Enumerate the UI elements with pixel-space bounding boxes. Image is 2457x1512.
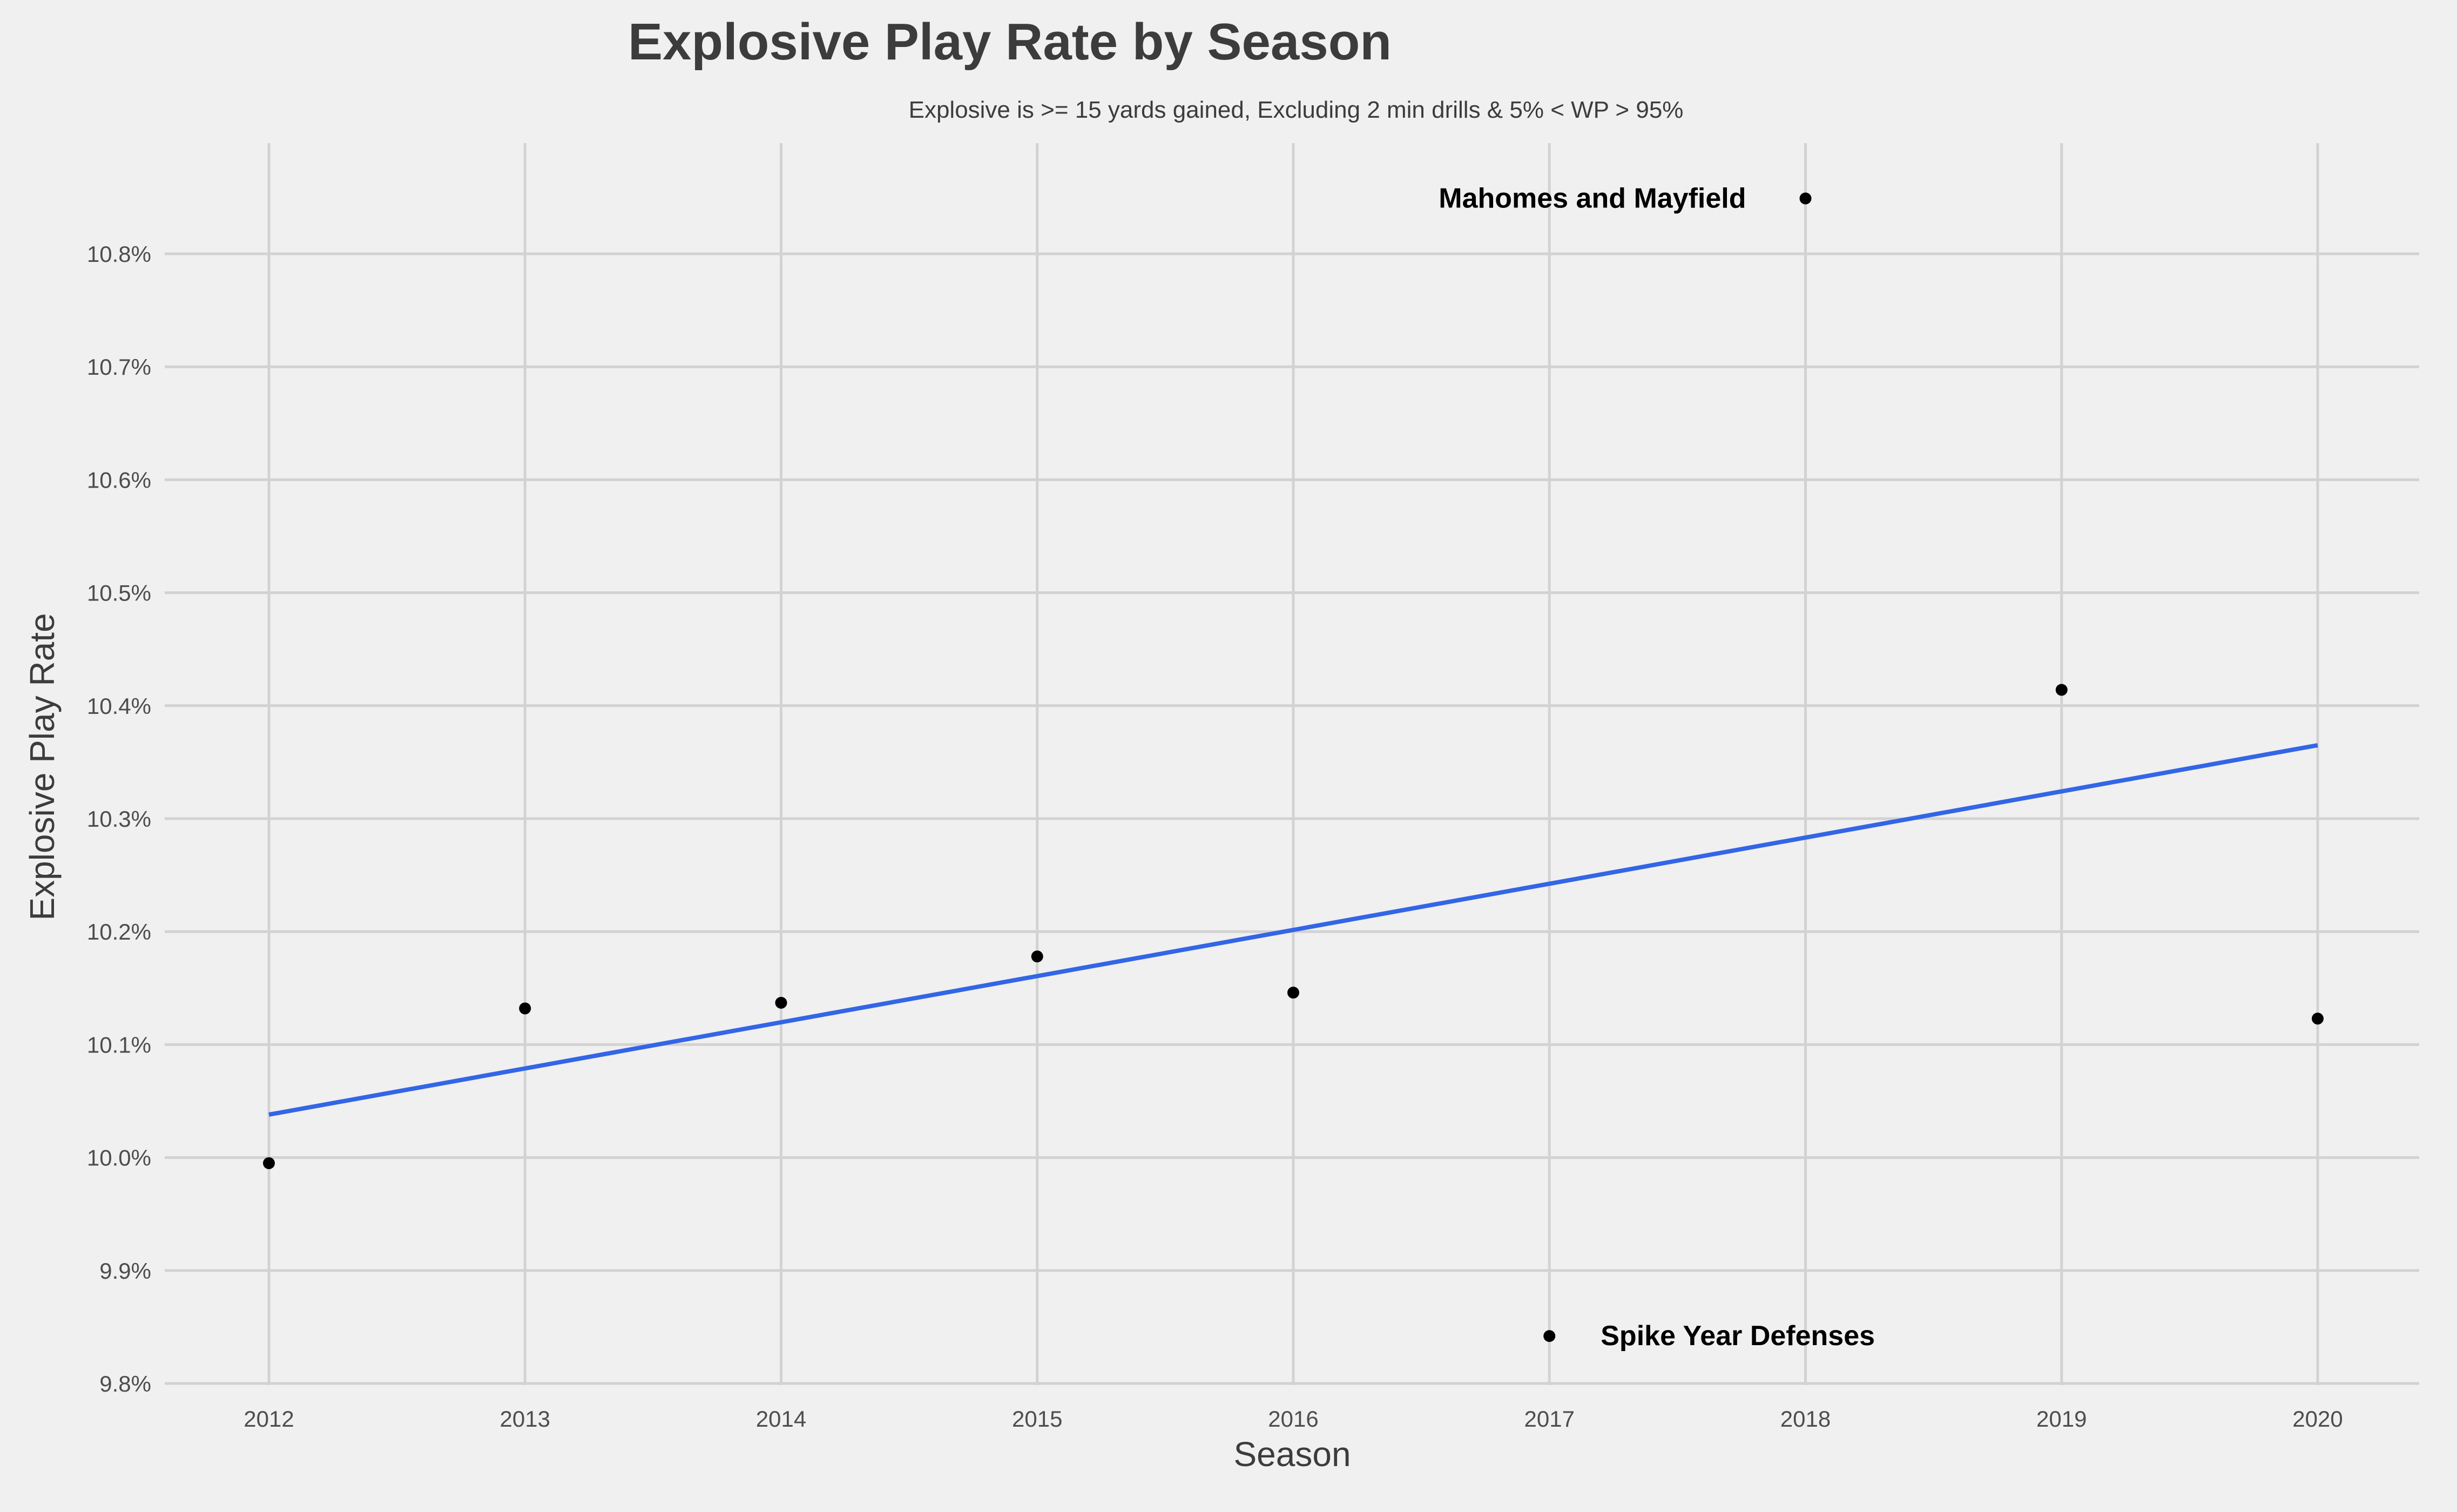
y-tick-label: 10.3% <box>87 806 151 832</box>
trend-line <box>268 743 2318 1117</box>
y-tick-label: 10.4% <box>87 693 151 719</box>
y-tick-label: 9.8% <box>99 1371 151 1396</box>
y-tick-label: 10.1% <box>87 1032 151 1057</box>
data-point <box>2055 684 2068 696</box>
y-tick-label: 10.5% <box>87 580 151 606</box>
x-tick-label: 2017 <box>1524 1406 1575 1432</box>
x-tick-label: 2018 <box>1780 1406 1831 1432</box>
y-tick-label: 10.2% <box>87 919 151 944</box>
y-tick-label: 10.8% <box>87 241 151 267</box>
x-tick-label: 2015 <box>1012 1406 1062 1432</box>
x-axis-ticks: 2012 2013 2014 2015 2016 2017 2018 2019 2020 <box>244 1406 2343 1432</box>
y-tick-label: 9.9% <box>99 1258 151 1284</box>
x-tick-label: 2014 <box>756 1406 806 1432</box>
y-axis-ticks: 9.8% 9.9% 10.0% 10.1% 10.2% 10.3% 10.4% 10.5% 10… <box>87 241 151 1396</box>
data-point <box>1799 192 1812 205</box>
chart-title: Explosive Play Rate by Season <box>628 13 1392 71</box>
chart-subtitle: Explosive is >= 15 yards gained, Excludi… <box>909 97 1684 123</box>
x-tick-label: 2012 <box>244 1406 294 1432</box>
trend-line-series <box>268 743 2318 1117</box>
data-point <box>1287 987 1299 999</box>
data-point <box>775 996 787 1009</box>
scatter-series <box>263 192 2324 1342</box>
y-tick-label: 10.6% <box>87 467 151 492</box>
data-point <box>263 1157 275 1170</box>
x-tick-label: 2013 <box>500 1406 550 1432</box>
annotation-label: Spike Year Defenses <box>1601 1320 1875 1352</box>
data-point <box>2312 1013 2324 1025</box>
y-tick-label: 10.7% <box>87 354 151 380</box>
y-tick-label: 10.0% <box>87 1145 151 1171</box>
x-tick-label: 2019 <box>2036 1406 2087 1432</box>
annotation-label: Mahomes and Mayfield <box>1439 183 1746 214</box>
data-point <box>1031 950 1043 963</box>
x-tick-label: 2016 <box>1268 1406 1318 1432</box>
annotations: Mahomes and Mayfield Spike Year Defenses <box>1439 183 1875 1352</box>
data-point <box>519 1002 531 1015</box>
x-tick-label: 2020 <box>2292 1406 2343 1432</box>
data-point <box>1543 1330 1556 1342</box>
y-axis-label: Explosive Play Rate <box>23 613 62 920</box>
x-axis-label: Season <box>1233 1435 1351 1474</box>
